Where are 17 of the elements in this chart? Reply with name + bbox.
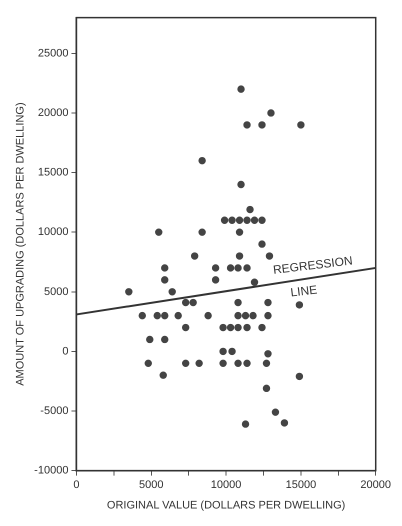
x-tick-label: 15000: [286, 479, 316, 492]
x-tick-label: 10000: [210, 479, 242, 492]
y-tick-label: -5000: [40, 405, 68, 418]
y-tick-label: 5000: [44, 286, 68, 298]
y-axis-title: AMOUNT OF UPGRADING (DOLLARS PER DWELLING): [14, 102, 27, 386]
x-axis-title: ORIGINAL VALUE (DOLLARS PER DWELLING): [106, 499, 346, 512]
x-tick-label: 0: [73, 479, 80, 492]
y-tick-label: 15000: [38, 166, 68, 179]
x-tick-label: 5000: [139, 479, 164, 492]
annotation: LINE: [290, 282, 318, 300]
y-tick-label: 10000: [38, 226, 68, 238]
y-tick-label: 20000: [38, 107, 68, 119]
y-tick-label: -10000: [34, 464, 68, 477]
y-tick-label: 0: [62, 345, 68, 358]
annotation: REGRESSION: [272, 253, 354, 277]
y-tick-label: 25000: [38, 47, 68, 60]
x-tick-label: 20000: [360, 479, 392, 492]
